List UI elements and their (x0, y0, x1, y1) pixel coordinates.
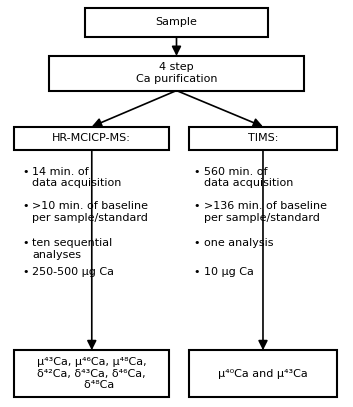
Text: •: • (22, 267, 28, 277)
Text: ten sequential
analyses: ten sequential analyses (32, 238, 113, 260)
FancyBboxPatch shape (189, 350, 337, 397)
Text: •: • (193, 267, 199, 277)
Text: •: • (193, 167, 199, 177)
FancyBboxPatch shape (189, 127, 337, 150)
Text: 4 step
Ca purification: 4 step Ca purification (136, 62, 217, 84)
Text: TIMS:: TIMS: (248, 133, 278, 143)
Text: 14 min. of
data acquisition: 14 min. of data acquisition (32, 167, 122, 188)
Text: 560 min. of
data acquisition: 560 min. of data acquisition (204, 167, 293, 188)
Text: •: • (22, 201, 28, 212)
Text: μ⁴³Ca, μ⁴⁶Ca, μ⁴⁸Ca,
δ⁴²Ca, δ⁴³Ca, δ⁴⁶Ca,
    δ⁴⁸Ca: μ⁴³Ca, μ⁴⁶Ca, μ⁴⁸Ca, δ⁴²Ca, δ⁴³Ca, δ⁴⁶Ca… (37, 357, 146, 390)
Text: >136 min. of baseline
per sample/standard: >136 min. of baseline per sample/standar… (204, 201, 327, 223)
Text: •: • (22, 167, 28, 177)
Text: •: • (193, 201, 199, 212)
Text: 10 μg Ca: 10 μg Ca (204, 267, 253, 277)
FancyBboxPatch shape (14, 350, 169, 397)
Text: Sample: Sample (156, 18, 197, 27)
Text: one analysis: one analysis (204, 238, 273, 248)
FancyBboxPatch shape (49, 56, 304, 91)
Text: •: • (22, 238, 28, 248)
FancyBboxPatch shape (85, 8, 268, 37)
Text: •: • (193, 238, 199, 248)
Text: HR-MCICP-MS:: HR-MCICP-MS: (52, 133, 131, 143)
Text: 250-500 μg Ca: 250-500 μg Ca (32, 267, 114, 277)
FancyBboxPatch shape (14, 127, 169, 150)
Text: μ⁴⁰Ca and μ⁴³Ca: μ⁴⁰Ca and μ⁴³Ca (218, 369, 308, 379)
Text: >10 min. of baseline
per sample/standard: >10 min. of baseline per sample/standard (32, 201, 149, 223)
